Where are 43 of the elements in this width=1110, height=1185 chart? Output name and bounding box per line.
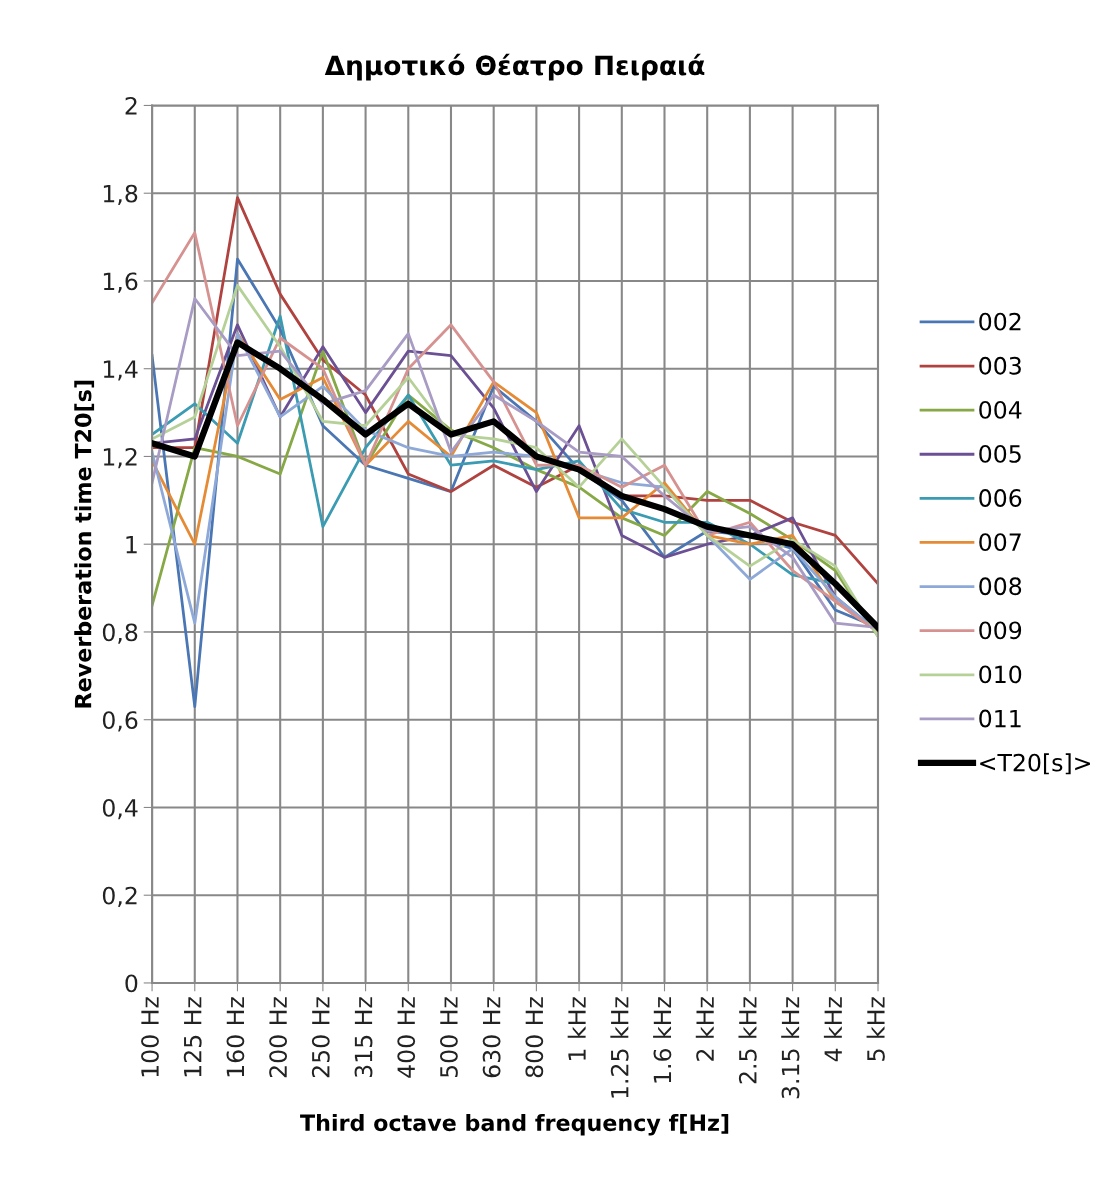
legend-label: 011 <box>979 709 1021 728</box>
x-tick-label: 160 Hz <box>226 997 245 1077</box>
x-tick-label: 3.15 kHz <box>781 997 800 1099</box>
x-tick-label: 100 Hz <box>141 997 159 1077</box>
x-tick-label: 1.25 kHz <box>610 997 629 1098</box>
y-tick-label: 1,4 <box>103 360 138 381</box>
legend-label: 005 <box>979 445 1021 463</box>
y-tick-label: 0,4 <box>102 798 138 820</box>
x-tick-label: 125 Hz <box>183 997 202 1077</box>
x-tick-label: 2 kHz <box>695 997 714 1061</box>
legend-label: 006 <box>979 489 1022 507</box>
y-tick-label: 0 <box>125 974 138 993</box>
chart-title: Δημοτικό Θέατρο Πειραιά <box>324 53 705 81</box>
x-tick-label: 5 kHz <box>866 997 885 1061</box>
x-tick-label: 200 Hz <box>269 997 288 1078</box>
x-tick-label: 1 kHz <box>567 997 586 1060</box>
y-tick-label: 1 <box>126 535 137 554</box>
x-tick-label: 630 Hz <box>482 997 501 1078</box>
legend-label: 008 <box>979 577 1022 596</box>
y-tick-label: 1,6 <box>103 272 138 293</box>
x-tick-label: 500 Hz <box>439 997 458 1078</box>
x-tick-label: 4 kHz <box>823 997 842 1062</box>
y-tick-label: 1,2 <box>103 447 137 469</box>
x-tick-label: 800 Hz <box>525 997 544 1078</box>
legend-label: 010 <box>979 665 1022 684</box>
legend-label: 003 <box>979 356 1021 375</box>
legend-label: 007 <box>979 533 1021 552</box>
legend-label: 009 <box>979 621 1022 640</box>
y-axis-title: Reverberation time T20[s] <box>74 380 95 708</box>
x-tick-label: 2.5 kHz <box>738 997 757 1084</box>
y-tick-label: 0,2 <box>102 886 137 907</box>
x-tick-label: 400 Hz <box>397 997 416 1078</box>
y-tick-label: 0,6 <box>102 711 138 732</box>
x-tick-label: 1.6 kHz <box>653 997 672 1083</box>
x-tick-label: 250 Hz <box>311 997 330 1078</box>
legend-label: 004 <box>979 400 1022 419</box>
x-tick-label: 315 Hz <box>354 997 373 1078</box>
y-tick-label: 2 <box>125 96 137 115</box>
legend-label: <T20[s]> <box>980 753 1090 775</box>
x-axis-title: Third octave band frequency f[Hz] <box>300 1113 729 1136</box>
y-tick-label: 0,8 <box>102 623 138 644</box>
legend-label: 002 <box>979 312 1021 331</box>
y-tick-label: 1,8 <box>103 184 138 205</box>
